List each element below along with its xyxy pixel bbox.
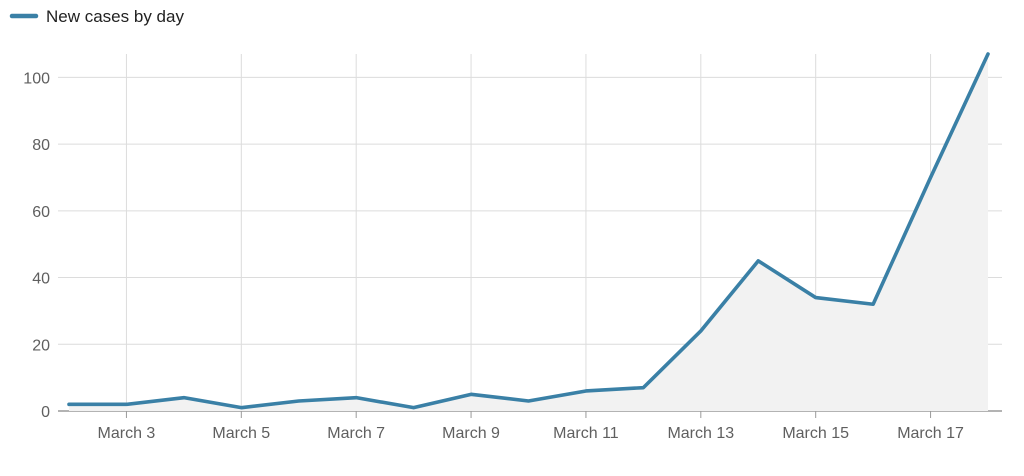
- line-layer: [67, 52, 990, 410]
- y-tick-label: 80: [32, 137, 50, 154]
- series-line-new-cases-by-day: [67, 52, 990, 410]
- x-tick-label: March 5: [212, 425, 270, 442]
- legend-label: New cases by day: [46, 7, 184, 26]
- x-tick-label: March 7: [327, 425, 385, 442]
- area-layer: [69, 54, 988, 411]
- x-tick-label: March 13: [667, 425, 734, 442]
- y-tick-label: 100: [23, 70, 50, 87]
- y-tick-label: 60: [32, 204, 50, 221]
- x-tick-label: March 11: [553, 425, 619, 442]
- axis-layer: 0 20 40 60 80 100 March 3 March 5 March 7 March 9…: [23, 70, 964, 442]
- y-tick-label: 20: [32, 337, 50, 354]
- legend: New cases by day: [9, 7, 184, 26]
- x-tick-label: March 17: [897, 425, 964, 442]
- area-fill: [69, 54, 988, 411]
- x-tick-label: March 15: [782, 425, 849, 442]
- x-tick-label: March 3: [98, 425, 156, 442]
- y-tick-label: 40: [32, 271, 50, 288]
- x-tick-label: March 9: [442, 425, 500, 442]
- y-tick-label: 0: [41, 404, 50, 421]
